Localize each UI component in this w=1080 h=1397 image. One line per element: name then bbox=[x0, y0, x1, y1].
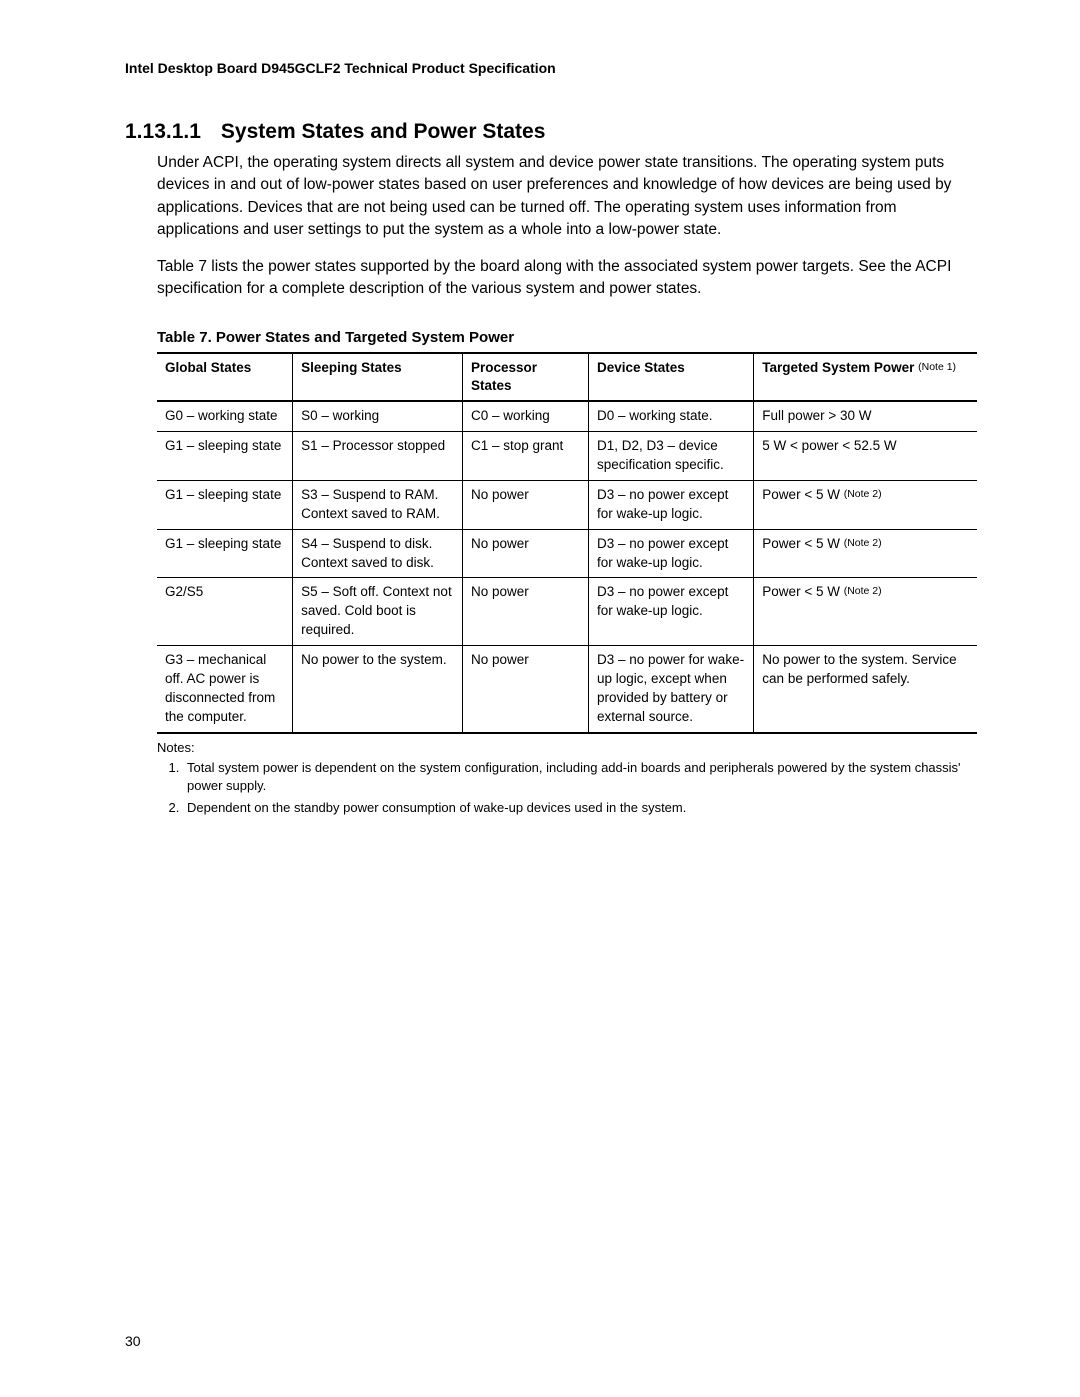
cell-power: Power < 5 W (Note 2) bbox=[754, 480, 977, 529]
cell-power-note: (Note 2) bbox=[844, 537, 882, 549]
table-row: G1 – sleeping state S1 – Processor stopp… bbox=[157, 432, 977, 481]
table-row: G3 – mechanical off. AC power is disconn… bbox=[157, 646, 977, 733]
cell-processor: C0 – working bbox=[462, 401, 588, 431]
cell-power-text: No power to the system. Service can be p… bbox=[762, 652, 956, 686]
cell-device: D0 – working state. bbox=[589, 401, 754, 431]
cell-sleeping: No power to the system. bbox=[293, 646, 463, 733]
cell-power-text: Power < 5 W bbox=[762, 584, 840, 599]
running-header: Intel Desktop Board D945GCLF2 Technical … bbox=[125, 60, 965, 76]
th-processor: Processor States bbox=[462, 353, 588, 401]
table-caption: Table 7. Power States and Targeted Syste… bbox=[157, 329, 965, 346]
cell-power: No power to the system. Service can be p… bbox=[754, 646, 977, 733]
section-title: System States and Power States bbox=[221, 120, 545, 143]
table-row: G1 – sleeping state S4 – Suspend to disk… bbox=[157, 529, 977, 578]
table-row: G0 – working state S0 – working C0 – wor… bbox=[157, 401, 977, 431]
cell-processor: No power bbox=[462, 529, 588, 578]
cell-device: D3 – no power except for wake-up logic. bbox=[589, 578, 754, 646]
th-sleeping: Sleeping States bbox=[293, 353, 463, 401]
cell-global: G1 – sleeping state bbox=[157, 432, 293, 481]
cell-power: Power < 5 W (Note 2) bbox=[754, 529, 977, 578]
table-header-row: Global States Sleeping States Processor … bbox=[157, 353, 977, 401]
th-device: Device States bbox=[589, 353, 754, 401]
cell-power: Full power > 30 W bbox=[754, 401, 977, 431]
cell-processor: C1 – stop grant bbox=[462, 432, 588, 481]
body-paragraph-2: Table 7 lists the power states supported… bbox=[157, 256, 965, 301]
section-number: 1.13.1.1 bbox=[125, 120, 201, 144]
cell-sleeping: S3 – Suspend to RAM. Context saved to RA… bbox=[293, 480, 463, 529]
section-heading: 1.13.1.1 System States and Power States bbox=[125, 120, 965, 144]
cell-power-text: 5 W < power < 52.5 W bbox=[762, 438, 896, 453]
cell-power-note: (Note 2) bbox=[844, 488, 882, 500]
cell-processor: No power bbox=[462, 480, 588, 529]
cell-sleeping: S0 – working bbox=[293, 401, 463, 431]
cell-device: D1, D2, D3 – device specification specif… bbox=[589, 432, 754, 481]
cell-global: G2/S5 bbox=[157, 578, 293, 646]
cell-global: G1 – sleeping state bbox=[157, 480, 293, 529]
th-power-main: Targeted System Power bbox=[762, 360, 914, 375]
cell-power-text: Power < 5 W bbox=[762, 536, 840, 551]
cell-sleeping: S4 – Suspend to disk. Context saved to d… bbox=[293, 529, 463, 578]
note-item: Total system power is dependent on the s… bbox=[183, 759, 965, 795]
notes-list: Total system power is dependent on the s… bbox=[157, 759, 965, 818]
cell-processor: No power bbox=[462, 646, 588, 733]
cell-global: G1 – sleeping state bbox=[157, 529, 293, 578]
page-number: 30 bbox=[125, 1333, 141, 1349]
power-states-table: Global States Sleeping States Processor … bbox=[157, 352, 977, 734]
cell-sleeping: S5 – Soft off. Context not saved. Cold b… bbox=[293, 578, 463, 646]
cell-device: D3 – no power except for wake-up logic. bbox=[589, 529, 754, 578]
th-global: Global States bbox=[157, 353, 293, 401]
cell-power-text: Full power > 30 W bbox=[762, 408, 871, 423]
cell-power: 5 W < power < 52.5 W bbox=[754, 432, 977, 481]
notes-label: Notes: bbox=[157, 740, 965, 755]
note-item: Dependent on the standby power consumpti… bbox=[183, 799, 965, 817]
cell-power-text: Power < 5 W bbox=[762, 487, 840, 502]
cell-power-note: (Note 2) bbox=[844, 585, 882, 597]
cell-processor: No power bbox=[462, 578, 588, 646]
cell-global: G0 – working state bbox=[157, 401, 293, 431]
cell-device: D3 – no power except for wake-up logic. bbox=[589, 480, 754, 529]
body-paragraph-1: Under ACPI, the operating system directs… bbox=[157, 152, 965, 242]
cell-sleeping: S1 – Processor stopped bbox=[293, 432, 463, 481]
cell-device: D3 – no power for wake-up logic, except … bbox=[589, 646, 754, 733]
cell-global: G3 – mechanical off. AC power is disconn… bbox=[157, 646, 293, 733]
page: Intel Desktop Board D945GCLF2 Technical … bbox=[0, 0, 1080, 1397]
cell-power: Power < 5 W (Note 2) bbox=[754, 578, 977, 646]
table-row: G1 – sleeping state S3 – Suspend to RAM.… bbox=[157, 480, 977, 529]
th-power-note: (Note 1) bbox=[918, 361, 956, 373]
th-power: Targeted System Power (Note 1) bbox=[754, 353, 977, 401]
table-row: G2/S5 S5 – Soft off. Context not saved. … bbox=[157, 578, 977, 646]
